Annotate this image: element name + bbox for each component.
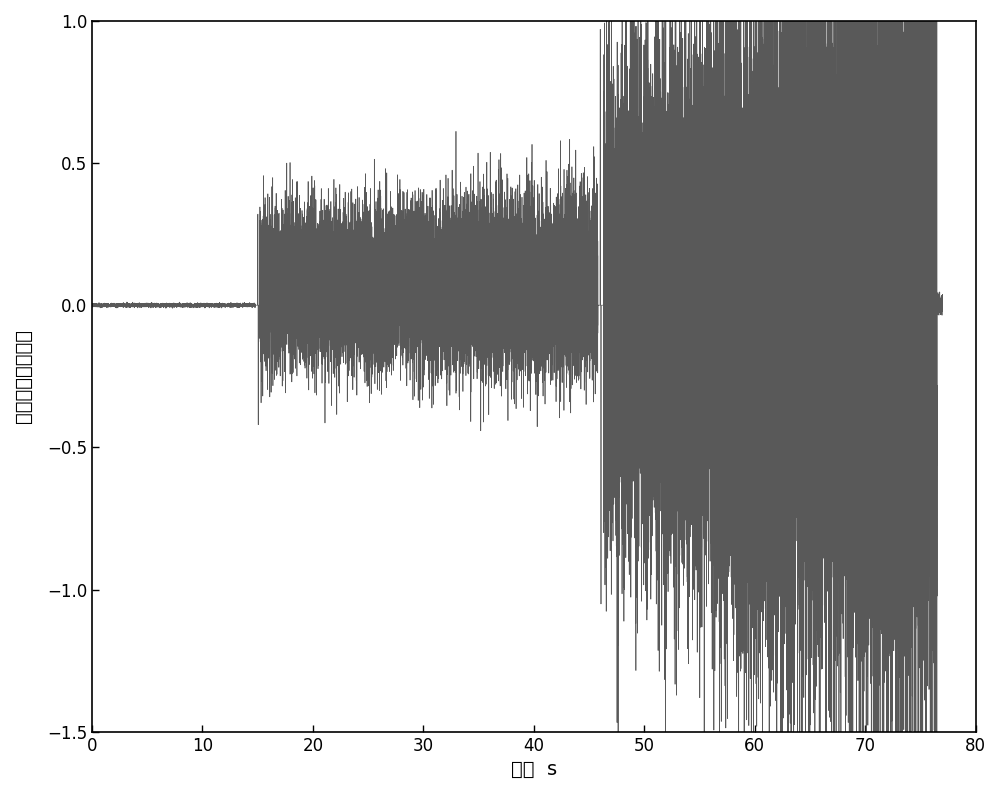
Y-axis label: 归一化振动加速度: 归一化振动加速度 — [14, 329, 33, 423]
X-axis label: 时间  s: 时间 s — [511, 760, 557, 779]
